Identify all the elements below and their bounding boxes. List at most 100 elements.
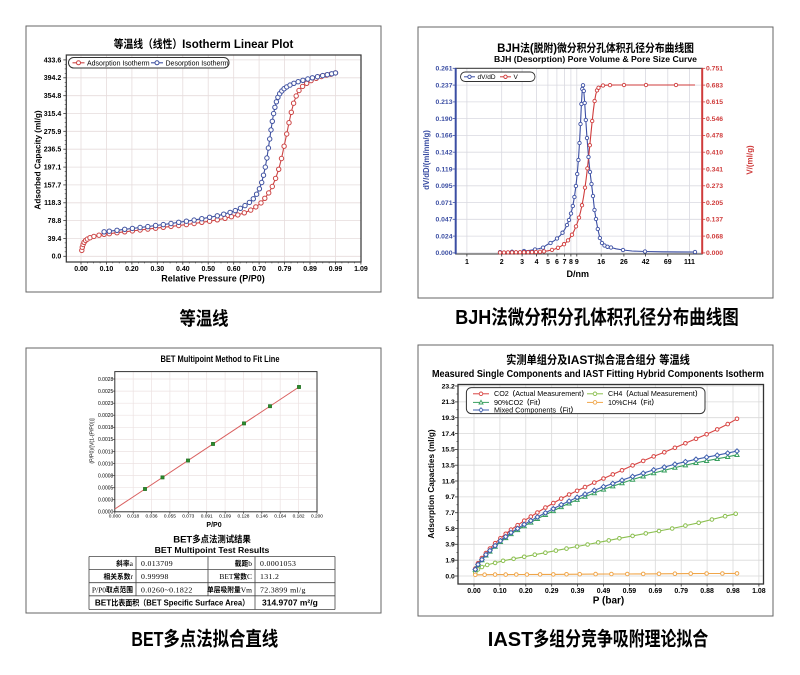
svg-text:dV/dD/(ml/nm/g): dV/dD/(ml/nm/g) [422, 130, 431, 190]
svg-text:0.261: 0.261 [435, 66, 452, 73]
svg-text:0.200: 0.200 [311, 514, 323, 520]
svg-text:b: b [248, 559, 252, 568]
svg-text:0.024: 0.024 [435, 233, 452, 240]
svg-text:1.9: 1.9 [445, 557, 455, 564]
svg-text:111: 111 [684, 259, 695, 266]
svg-text:0.036: 0.036 [146, 514, 158, 520]
svg-text:): ) [553, 43, 557, 55]
svg-text:0.0010: 0.0010 [98, 461, 114, 467]
svg-text:0.59: 0.59 [623, 588, 637, 595]
svg-text:BET: BET [173, 535, 192, 546]
svg-text:0.0008: 0.0008 [98, 473, 114, 479]
svg-text:0.205: 0.205 [706, 200, 723, 207]
svg-text:0.49: 0.49 [597, 588, 611, 595]
svg-text:a: a [130, 559, 134, 568]
svg-text:0.50: 0.50 [201, 266, 215, 273]
svg-text:0.30: 0.30 [151, 266, 165, 273]
svg-text:0.128: 0.128 [237, 514, 249, 520]
svg-text:0.0023: 0.0023 [98, 401, 114, 407]
svg-text:21.3: 21.3 [442, 399, 455, 406]
svg-text:0.341: 0.341 [706, 166, 723, 173]
svg-text:0.213: 0.213 [435, 99, 452, 106]
svg-text:0.478: 0.478 [706, 133, 723, 140]
svg-text:0.0003: 0.0003 [98, 498, 114, 504]
svg-text:0.0: 0.0 [52, 254, 62, 261]
svg-text:72.3899 ml/g: 72.3899 ml/g [260, 585, 306, 594]
svg-text:0.095: 0.095 [435, 183, 452, 190]
svg-text:0.79: 0.79 [674, 588, 688, 595]
svg-text:1.09: 1.09 [354, 266, 368, 273]
svg-text:0.10: 0.10 [100, 266, 114, 273]
svg-text:0.410: 0.410 [706, 150, 723, 157]
svg-text:42: 42 [642, 259, 650, 266]
svg-text:5: 5 [546, 259, 550, 266]
svg-text:0.109: 0.109 [219, 514, 231, 520]
svg-text:0.000: 0.000 [435, 250, 452, 257]
svg-text:0.29: 0.29 [545, 588, 559, 595]
svg-text:0.683: 0.683 [706, 82, 723, 89]
svg-text:V: V [514, 74, 519, 81]
svg-text:0.88: 0.88 [700, 588, 714, 595]
svg-text:26: 26 [620, 259, 628, 266]
svg-text:BJH: BJH [455, 307, 491, 329]
svg-text:315.4: 315.4 [44, 111, 62, 118]
svg-text:394.2: 394.2 [44, 75, 62, 82]
svg-text:BET Multipoint Method to Fit L: BET Multipoint Method to Fit Line [161, 354, 280, 364]
svg-text:0.137: 0.137 [706, 217, 723, 224]
svg-text:1.08: 1.08 [752, 588, 766, 595]
svg-text:P/P0: P/P0 [92, 585, 106, 594]
svg-text:0.0000: 0.0000 [98, 510, 114, 516]
svg-text:0.055: 0.055 [164, 514, 176, 520]
svg-text:5.8: 5.8 [445, 526, 455, 533]
svg-text:39.4: 39.4 [48, 236, 62, 243]
svg-text:Adsorbed Capacity (ml/g): Adsorbed Capacity (ml/g) [34, 110, 43, 209]
svg-text:dV/dD: dV/dD [478, 74, 496, 81]
svg-text:0.99: 0.99 [329, 266, 343, 273]
svg-text:236.5: 236.5 [44, 147, 62, 154]
svg-text:Fit: Fit [530, 398, 538, 407]
svg-text:0.047: 0.047 [435, 217, 452, 224]
svg-text:0.0005: 0.0005 [98, 485, 114, 491]
svg-text:433.6: 433.6 [44, 57, 62, 64]
svg-text:0.0: 0.0 [445, 573, 455, 580]
svg-text:354.8: 354.8 [44, 93, 62, 100]
svg-text:0.071: 0.071 [435, 200, 452, 207]
svg-text:Adsorption Capacties (ml/g): Adsorption Capacties (ml/g) [427, 429, 436, 538]
svg-text:69: 69 [664, 259, 672, 266]
svg-text:0.0028: 0.0028 [98, 377, 114, 383]
svg-text:Actual Measurement: Actual Measurement [515, 389, 581, 398]
svg-text:90%CO2: 90%CO2 [494, 398, 523, 407]
svg-text:0.546: 0.546 [706, 116, 723, 123]
svg-text:0.00: 0.00 [74, 266, 88, 273]
svg-text:13.5: 13.5 [442, 462, 455, 469]
svg-text:0.0001053: 0.0001053 [260, 559, 296, 568]
svg-text:0.615: 0.615 [706, 99, 723, 106]
svg-text:0.0020: 0.0020 [98, 413, 114, 419]
svg-text:0.20: 0.20 [519, 588, 533, 595]
svg-text:Fit: Fit [563, 405, 571, 414]
svg-text:BET: BET [131, 629, 163, 651]
svg-text:Fit: Fit [643, 398, 651, 407]
svg-text:Vm: Vm [241, 585, 252, 594]
svg-text:0.0260~0.1822: 0.0260~0.1822 [141, 585, 193, 594]
svg-text:0.091: 0.091 [201, 514, 213, 520]
svg-text:0.068: 0.068 [706, 233, 723, 240]
svg-text:16: 16 [597, 259, 605, 266]
svg-text:P (bar): P (bar) [593, 596, 625, 607]
svg-text:0.39: 0.39 [571, 588, 585, 595]
svg-text:0.89: 0.89 [303, 266, 317, 273]
svg-text:197.1: 197.1 [44, 164, 62, 171]
svg-text:0.79: 0.79 [278, 266, 292, 273]
svg-text:4: 4 [535, 259, 539, 266]
svg-text:0.119: 0.119 [436, 166, 453, 173]
svg-text:0.0025: 0.0025 [98, 389, 114, 395]
svg-text:Actual Measurement: Actual Measurement [629, 389, 695, 398]
svg-text:0.166: 0.166 [435, 133, 452, 140]
svg-text:9: 9 [575, 259, 579, 266]
svg-text:Relative Pressure (P/P0): Relative Pressure (P/P0) [161, 274, 265, 284]
svg-text:r: r [131, 572, 134, 581]
svg-text:0.0018: 0.0018 [98, 425, 114, 431]
svg-text:D/nm: D/nm [567, 269, 590, 279]
svg-text:3: 3 [520, 259, 524, 266]
svg-text:0.273: 0.273 [706, 183, 723, 190]
